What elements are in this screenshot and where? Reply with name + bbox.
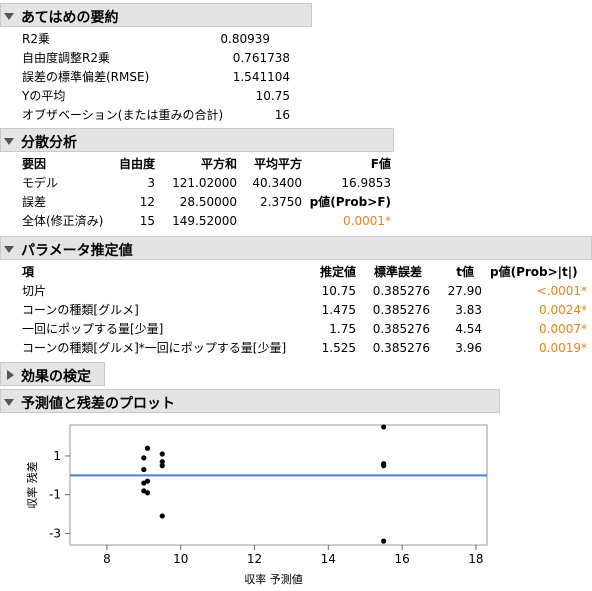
summary-label: Yの平均 [22,89,66,103]
summary-header[interactable]: あてはめの要約 [0,3,312,27]
plot-header[interactable]: 予測値と残差のプロット [0,389,500,413]
summary-value: 16 [274,108,290,122]
data-point [159,513,165,519]
anova-col-header: 平均平方 [253,157,302,171]
anova-df: 12 [139,195,155,209]
anova-col-header: 平方和 [200,157,237,171]
param-estimate: 10.75 [321,284,356,298]
y-tick-label: 1 [53,449,61,463]
anova-p-value: 0.0001* [343,214,391,228]
anova-ss: 28.50000 [179,195,237,209]
data-point [159,463,165,469]
param-t: 27.90 [447,284,482,298]
summary-value: 1.541104 [232,70,290,84]
param-estimate: 1.475 [321,303,356,317]
params-col-header: 推定値 [319,265,356,279]
y-tick-label: -3 [49,526,61,540]
anova-df: 3 [147,176,155,190]
param-term: 一回にポップする量[少量] [22,322,164,336]
anova-source: 誤差 [22,195,47,209]
anova-title: 分散分析 [21,135,77,151]
anova-col-header: F値 [370,157,391,171]
param-t: 3.96 [455,341,482,355]
param-p: 0.0024* [539,303,587,317]
param-term: 切片 [22,284,47,298]
x-tick-label: 18 [468,552,483,566]
data-point [141,466,147,473]
x-tick-label: 8 [103,552,111,566]
param-estimate: 1.525 [321,341,356,355]
disclosure-open-icon[interactable] [4,13,14,20]
summary-label: R2乗 [22,32,50,46]
data-point [159,451,165,457]
x-tick-label: 16 [394,552,409,566]
params-col-header: 項 [22,265,35,279]
anova-p-label: p値(Prob>F) [309,195,391,209]
residual-plot: 8 10 12 14 16 18 1 -1 -3 収率 予測値 収率 残差 [25,424,488,586]
data-point [144,478,151,484]
anova-ss: 149.52000 [172,214,237,228]
params-col-header: t値 [456,265,474,279]
data-point [144,490,151,496]
anova-header[interactable]: 分散分析 [0,128,394,152]
anova-ss: 121.02000 [172,176,237,190]
x-tick-label: 14 [321,552,336,566]
plot-frame [69,424,488,546]
data-point [381,538,387,544]
effects-header[interactable]: 効果の検定 [0,362,105,386]
disclosure-open-icon[interactable] [4,246,14,253]
anova-ms: 40.3400 [252,176,302,190]
params-title: パラメータ推定値 [21,243,133,259]
plot-title: 予測値と残差のプロット [21,396,175,412]
anova-col-header: 自由度 [118,157,155,171]
x-tick-label: 12 [247,552,262,566]
anova-source: 全体(修正済み) [22,214,104,228]
summary-value: 10.75 [255,89,290,103]
y-tick-label: -1 [49,488,61,502]
effects-title: 効果の検定 [21,369,91,385]
summary-value: 0.761738 [232,51,290,65]
summary-value: 0.80939 [220,32,270,46]
param-stderr: 0.385276 [372,322,430,336]
summary-label: オブザベーション(または重みの合計) [22,108,224,122]
disclosure-closed-icon[interactable] [7,370,14,380]
param-stderr: 0.385276 [372,341,430,355]
anova-source: モデル [22,176,59,190]
x-tick-label: 10 [173,552,188,566]
disclosure-open-icon[interactable] [4,399,14,406]
data-point [381,424,387,430]
summary-title: あてはめの要約 [21,10,119,26]
param-term: コーンの種類[グルメ]*一回にポップする量[少量] [22,341,287,355]
disclosure-open-icon[interactable] [4,138,14,145]
param-stderr: 0.385276 [372,284,430,298]
anova-ms: 2.3750 [260,195,302,209]
x-axis-label: 収率 予測値 [244,572,303,586]
param-t: 3.83 [455,303,482,317]
anova-col-header: 要因 [22,157,47,171]
data-point [159,459,165,465]
data-point [381,463,387,469]
params-col-header: 標準誤差 [373,265,422,279]
data-point [141,455,147,461]
param-t: 4.54 [455,322,482,336]
data-point [144,445,151,451]
param-p: 0.0019* [539,341,587,355]
summary-label: 誤差の標準偏差(RMSE) [22,70,150,84]
param-estimate: 1.75 [329,322,356,336]
summary-label: 自由度調整R2乗 [22,51,110,65]
param-p: 0.0007* [539,322,587,336]
anova-f: 16.9853 [341,176,391,190]
y-axis-label: 収率 残差 [25,461,39,509]
param-term: コーンの種類[グルメ] [22,303,139,317]
param-p: <.0001* [536,284,587,298]
params-header[interactable]: パラメータ推定値 [0,236,592,260]
params-col-header: p値(Prob>|t|) [490,265,578,279]
param-stderr: 0.385276 [372,303,430,317]
anova-df: 15 [139,214,155,228]
